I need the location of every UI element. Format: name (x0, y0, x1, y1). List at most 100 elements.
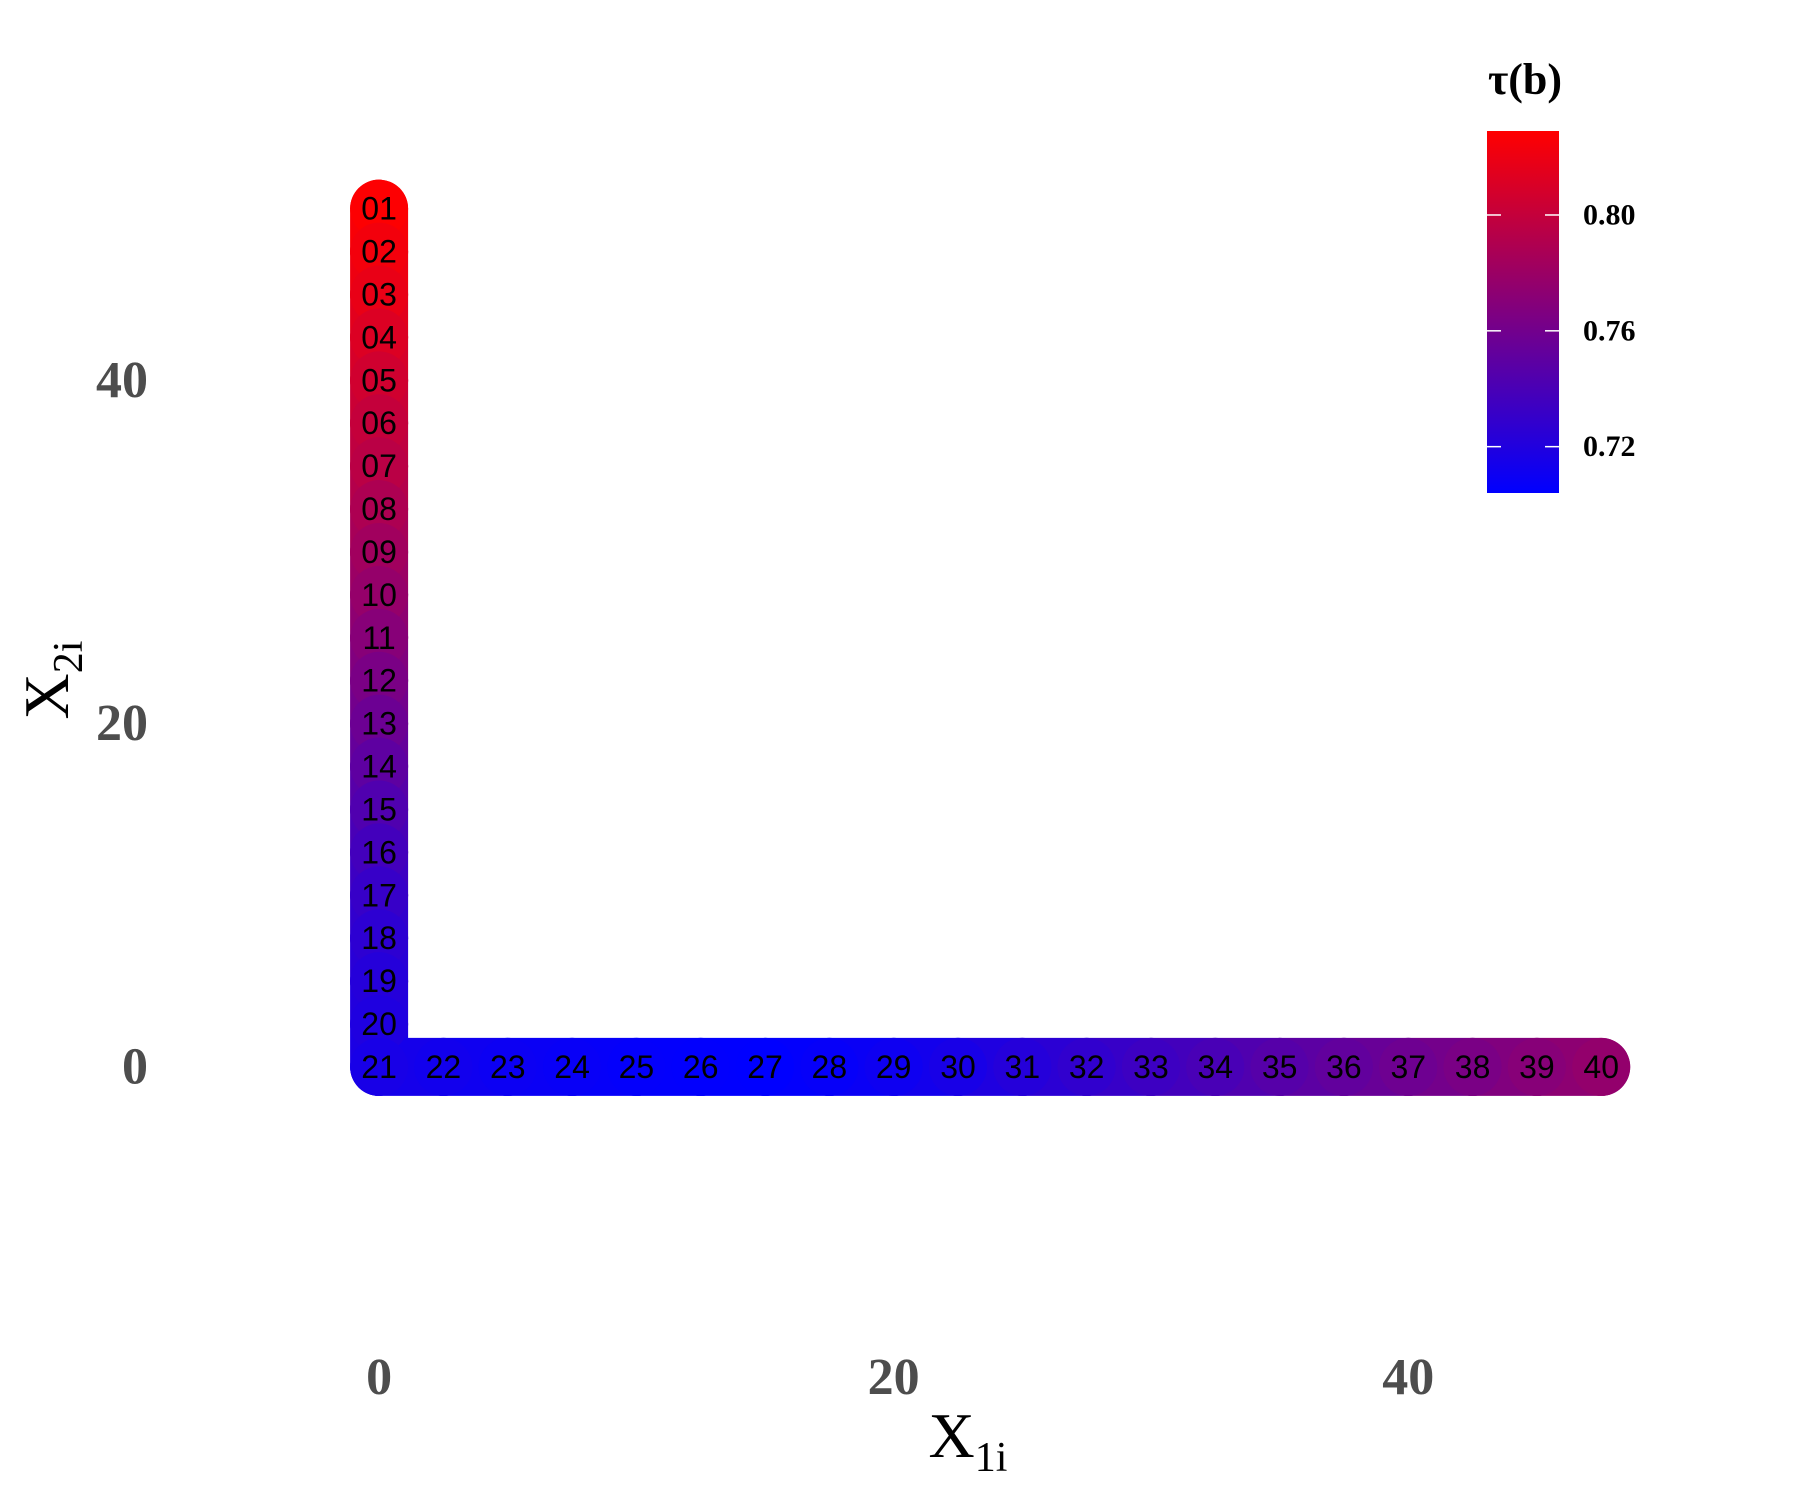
data-point (414, 1037, 473, 1096)
data-point (350, 1037, 409, 1096)
point-label: 13 (361, 706, 397, 742)
data-point (350, 866, 409, 925)
point-label: 38 (1455, 1049, 1491, 1085)
point-path (350, 179, 1631, 1096)
data-point (350, 179, 409, 238)
data-point (350, 308, 409, 367)
data-point (350, 437, 409, 496)
x-axis-ticks: 0 20 40 (366, 1349, 1434, 1406)
point-label: 21 (361, 1049, 397, 1085)
point-label: 17 (361, 877, 397, 913)
data-point (350, 909, 409, 968)
data-point (736, 1037, 795, 1096)
point-label: 25 (619, 1049, 655, 1085)
data-point (350, 394, 409, 453)
data-point (1379, 1037, 1438, 1096)
x-axis-title-main: X (929, 1400, 975, 1471)
data-point (350, 480, 409, 539)
x-tick-label: 40 (1382, 1349, 1434, 1406)
point-label: 03 (361, 276, 397, 312)
data-point (1314, 1037, 1373, 1096)
point-label: 32 (1069, 1049, 1105, 1085)
data-point (350, 952, 409, 1011)
y-tick-label: 40 (96, 352, 148, 409)
point-label: 34 (1197, 1049, 1233, 1085)
data-point (350, 608, 409, 667)
colorbar-tick-label: 0.80 (1583, 198, 1636, 231)
point-label: 20 (361, 1006, 397, 1042)
point-label: 37 (1390, 1049, 1426, 1085)
data-point (350, 780, 409, 839)
point-label: 09 (361, 534, 397, 570)
data-point (864, 1037, 923, 1096)
y-axis-ticks: 0 20 40 (96, 352, 148, 1096)
data-point (350, 995, 409, 1054)
point-label: 19 (361, 963, 397, 999)
point-label: 23 (490, 1049, 526, 1085)
point-label: 31 (1005, 1049, 1041, 1085)
y-axis-title: X2i (11, 641, 92, 720)
data-point (993, 1037, 1052, 1096)
colorbar: τ(b) 0.72 0.76 0.80 (1487, 55, 1636, 493)
data-point (1057, 1037, 1116, 1096)
y-axis-title-sub: 2i (46, 641, 92, 674)
point-label: 16 (361, 834, 397, 870)
x-axis-title: X1i (929, 1400, 1008, 1481)
data-point (350, 737, 409, 796)
point-label: 14 (361, 749, 397, 785)
data-point (800, 1037, 859, 1096)
point-label: 07 (361, 448, 397, 484)
point-label: 06 (361, 405, 397, 441)
data-point (1443, 1037, 1502, 1096)
point-label: 10 (361, 577, 397, 613)
point-label: 01 (361, 191, 397, 227)
point-label: 22 (426, 1049, 462, 1085)
point-label: 26 (683, 1049, 719, 1085)
data-point (1186, 1037, 1245, 1096)
colorbar-title: τ(b) (1488, 55, 1562, 104)
data-point (1121, 1037, 1180, 1096)
data-point (350, 522, 409, 581)
colorbar-tick-label: 0.76 (1583, 314, 1636, 347)
point-label: 08 (361, 491, 397, 527)
point-label: 12 (361, 663, 397, 699)
x-axis-title-sub: 1i (975, 1435, 1008, 1481)
point-labels: 01 02 03 04 05 06 07 08 09 10 11 12 13 14 15 16 17 18 19 20… (361, 191, 1619, 1085)
point-label: 39 (1519, 1049, 1555, 1085)
data-point (350, 651, 409, 710)
point-label: 11 (362, 620, 395, 656)
point-label: 36 (1326, 1049, 1362, 1085)
data-point (1572, 1037, 1631, 1096)
data-point (607, 1037, 666, 1096)
x-tick-label: 0 (366, 1349, 392, 1406)
data-point (1507, 1037, 1566, 1096)
data-point (350, 265, 409, 324)
y-tick-label: 0 (122, 1038, 148, 1095)
colorbar-gradient (1487, 131, 1559, 493)
colorbar-ticks: 0.72 0.76 0.80 (1487, 198, 1636, 463)
data-point (350, 694, 409, 753)
data-point (671, 1037, 730, 1096)
data-point (350, 351, 409, 410)
x-tick-label: 20 (868, 1349, 920, 1406)
point-label: 30 (940, 1049, 976, 1085)
point-label: 40 (1583, 1049, 1619, 1085)
point-label: 04 (361, 319, 397, 355)
point-label: 18 (361, 920, 397, 956)
point-label: 15 (361, 791, 397, 827)
point-label: 02 (361, 234, 397, 270)
data-points (350, 179, 1631, 1096)
y-tick-label: 20 (96, 695, 148, 752)
data-point (350, 565, 409, 624)
point-label: 27 (747, 1049, 783, 1085)
point-label: 33 (1133, 1049, 1169, 1085)
data-point (543, 1037, 602, 1096)
point-label: 24 (554, 1049, 590, 1085)
point-label: 05 (361, 362, 397, 398)
data-point (929, 1037, 987, 1096)
data-point (478, 1037, 537, 1096)
data-point (350, 222, 409, 281)
data-point (350, 823, 409, 882)
colorbar-tick-label: 0.72 (1583, 430, 1636, 463)
